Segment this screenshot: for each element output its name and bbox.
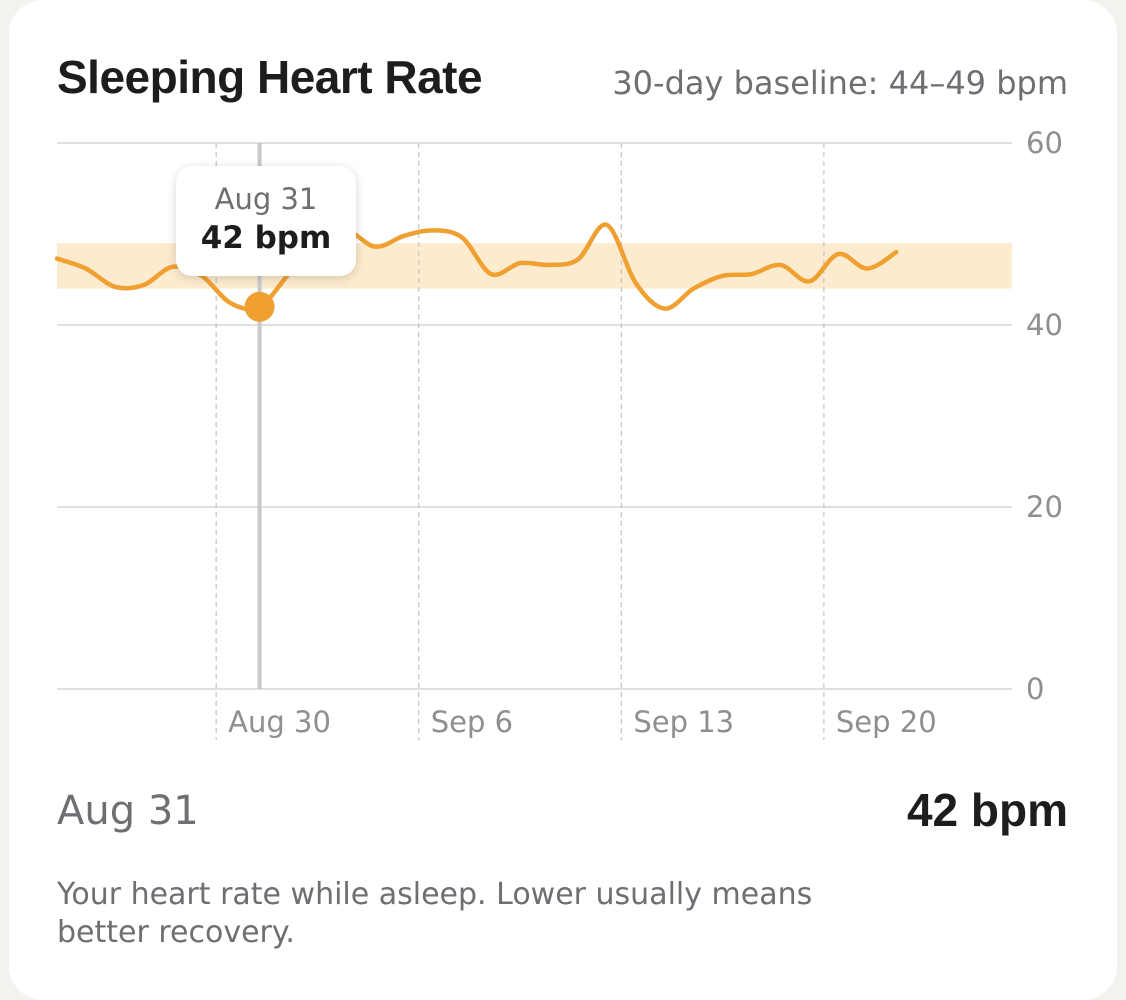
baseline-note: 30-day baseline: 44–49 bpm	[612, 64, 1068, 102]
tooltip-value: 42 bpm	[200, 220, 332, 256]
y-tick-label: 0	[1026, 672, 1044, 706]
x-tick-label: Sep 6	[431, 705, 513, 739]
x-tick-label: Aug 30	[228, 705, 331, 739]
selected-date: Aug 31	[57, 788, 199, 834]
y-tick-label: 40	[1026, 308, 1063, 342]
x-tick-label: Sep 13	[633, 705, 734, 739]
chart-description: Your heart rate while asleep. Lower usua…	[57, 877, 813, 950]
y-tick-label: 20	[1026, 490, 1063, 524]
y-tick-label: 60	[1026, 126, 1063, 160]
x-tick-label: Sep 20	[836, 705, 937, 739]
chart-title: Sleeping Heart Rate	[57, 51, 483, 103]
tooltip-date: Aug 31	[214, 182, 318, 216]
chart-tooltip: Aug 31 42 bpm	[176, 166, 356, 276]
selected-value: 42 bpm	[906, 784, 1068, 836]
selected-point	[244, 291, 275, 322]
